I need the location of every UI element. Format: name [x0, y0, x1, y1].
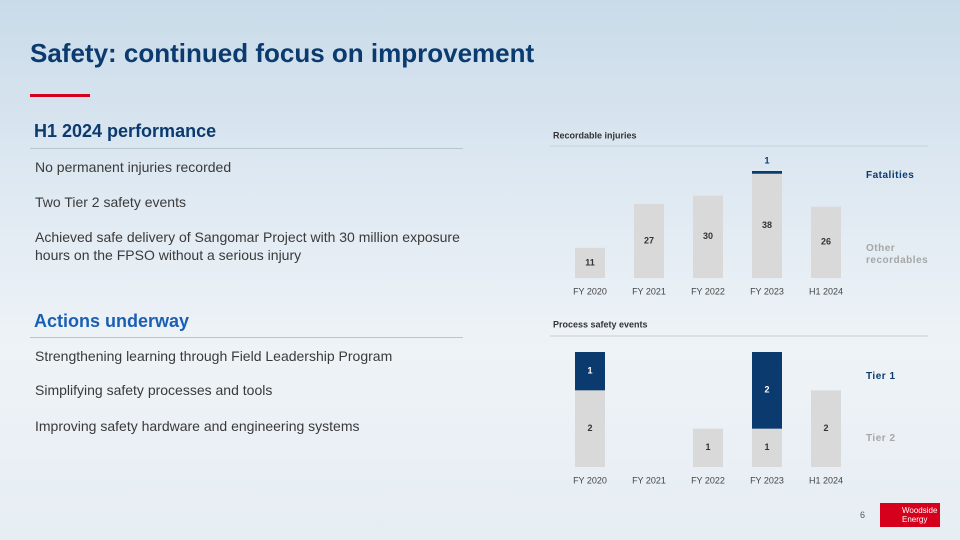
divider — [30, 148, 463, 149]
x-tick-label: FY 2022 — [691, 286, 725, 296]
data-label: 1 — [764, 442, 769, 452]
x-tick-label: FY 2020 — [573, 475, 607, 485]
data-label: 11 — [585, 257, 595, 267]
data-label: 1 — [764, 155, 769, 165]
legend-label: Fatalities — [866, 170, 915, 181]
data-label: 1 — [705, 442, 710, 452]
legend-label: Tier 2 — [866, 433, 896, 444]
bar-segment — [575, 352, 605, 391]
data-label: 27 — [644, 235, 654, 245]
bar-segment — [752, 171, 782, 174]
data-label: 2 — [823, 423, 828, 433]
bar-segment — [811, 390, 841, 467]
bullet: Two Tier 2 safety events — [35, 194, 186, 210]
bar-segment — [752, 428, 782, 467]
section-heading: H1 2024 performance — [34, 121, 217, 141]
divider — [30, 337, 463, 338]
bar-segment — [575, 390, 605, 467]
section-heading: Actions underway — [34, 311, 190, 331]
bar-segment — [693, 195, 723, 278]
data-label: 1 — [587, 366, 592, 376]
title-accent — [30, 94, 90, 97]
data-label: 26 — [821, 237, 831, 247]
bullet: Simplifying safety processes and tools — [35, 382, 273, 398]
bullet: Achieved safe delivery of Sangomar Proje… — [35, 229, 460, 263]
x-tick-label: FY 2023 — [750, 475, 784, 485]
chart-title: Recordable injuries — [553, 130, 637, 140]
bullet: Improving safety hardware and engineerin… — [35, 418, 360, 434]
bullet: Strengthening learning through Field Lea… — [35, 348, 393, 364]
x-tick-label: H1 2024 — [809, 286, 843, 296]
legend-label: Tier 1 — [866, 371, 896, 382]
bar-segment — [575, 247, 605, 278]
bar-segment — [752, 173, 782, 278]
page-number: 6 — [860, 510, 866, 520]
data-label: 2 — [587, 423, 592, 433]
x-tick-label: H1 2024 — [809, 475, 843, 485]
bullet: No permanent injuries recorded — [35, 159, 232, 175]
data-label: 30 — [703, 231, 713, 241]
x-tick-label: FY 2023 — [750, 286, 784, 296]
bar-segment — [634, 203, 664, 278]
legend-label: Other recordables — [866, 243, 929, 266]
x-tick-label: FY 2021 — [632, 475, 666, 485]
data-label: 38 — [762, 220, 772, 230]
logo: Woodside Energy — [880, 503, 940, 527]
bar-segment — [752, 352, 782, 429]
x-tick-label: FY 2020 — [573, 286, 607, 296]
chart-title: Process safety events — [553, 319, 648, 329]
bar-segment — [693, 428, 723, 467]
slide-title: Safety: continued focus on improvement — [30, 38, 535, 68]
data-label: 2 — [764, 385, 769, 395]
x-tick-label: FY 2022 — [691, 475, 725, 485]
x-tick-label: FY 2021 — [632, 286, 666, 296]
bar-segment — [811, 206, 841, 278]
